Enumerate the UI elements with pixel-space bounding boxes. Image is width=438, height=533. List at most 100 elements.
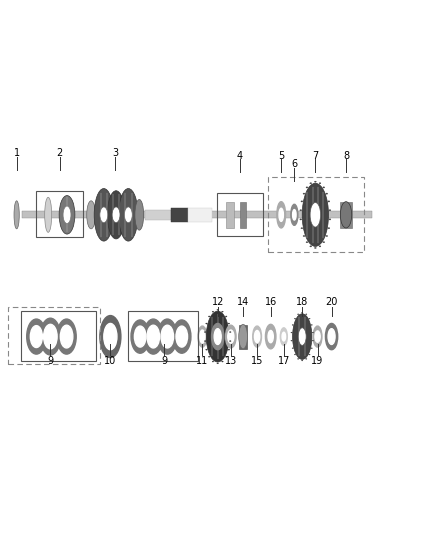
- Ellipse shape: [315, 331, 320, 342]
- Ellipse shape: [325, 324, 338, 350]
- Ellipse shape: [310, 183, 312, 184]
- Ellipse shape: [212, 324, 224, 350]
- Ellipse shape: [268, 330, 273, 343]
- Ellipse shape: [206, 323, 207, 324]
- Ellipse shape: [222, 311, 223, 312]
- Text: 15: 15: [251, 356, 263, 366]
- Ellipse shape: [100, 207, 108, 223]
- Bar: [239, 325, 247, 349]
- Ellipse shape: [208, 356, 210, 357]
- Ellipse shape: [328, 201, 330, 202]
- Text: 10: 10: [104, 356, 117, 366]
- Text: 9: 9: [161, 356, 167, 366]
- Ellipse shape: [59, 196, 75, 234]
- Ellipse shape: [300, 219, 302, 220]
- Ellipse shape: [329, 209, 331, 211]
- Text: 14: 14: [237, 297, 249, 308]
- Text: 7: 7: [312, 151, 318, 160]
- Ellipse shape: [309, 354, 310, 355]
- Text: 6: 6: [291, 159, 297, 169]
- Ellipse shape: [239, 324, 247, 349]
- Bar: [340, 201, 352, 228]
- Text: 3: 3: [112, 149, 118, 158]
- Ellipse shape: [228, 349, 230, 350]
- Ellipse shape: [326, 236, 328, 237]
- Ellipse shape: [293, 209, 296, 220]
- Ellipse shape: [329, 219, 331, 220]
- Ellipse shape: [294, 354, 296, 355]
- Text: 4: 4: [237, 151, 243, 160]
- Bar: [217, 193, 263, 236]
- Ellipse shape: [94, 189, 113, 241]
- Ellipse shape: [265, 324, 276, 349]
- Ellipse shape: [134, 326, 146, 347]
- Ellipse shape: [328, 228, 330, 229]
- Ellipse shape: [306, 241, 308, 243]
- Bar: [21, 311, 96, 361]
- Ellipse shape: [60, 325, 73, 348]
- Ellipse shape: [326, 193, 328, 194]
- Ellipse shape: [298, 328, 306, 345]
- Ellipse shape: [314, 247, 316, 248]
- Text: 8: 8: [343, 151, 349, 160]
- Ellipse shape: [301, 201, 303, 202]
- Bar: [171, 208, 188, 222]
- Ellipse shape: [44, 324, 57, 349]
- Ellipse shape: [14, 201, 19, 229]
- Ellipse shape: [104, 324, 117, 350]
- Ellipse shape: [277, 201, 286, 228]
- Ellipse shape: [63, 206, 71, 223]
- Text: 18: 18: [296, 297, 308, 308]
- Ellipse shape: [301, 228, 303, 229]
- Bar: [226, 201, 234, 228]
- Ellipse shape: [176, 326, 187, 347]
- Text: 12: 12: [212, 297, 224, 308]
- Ellipse shape: [302, 183, 328, 246]
- Ellipse shape: [119, 189, 138, 241]
- Ellipse shape: [292, 348, 293, 349]
- Text: 2: 2: [57, 149, 63, 158]
- Ellipse shape: [291, 340, 292, 341]
- Ellipse shape: [328, 329, 335, 344]
- Ellipse shape: [206, 311, 229, 362]
- Ellipse shape: [124, 207, 132, 223]
- Ellipse shape: [319, 183, 321, 184]
- Text: 11: 11: [196, 356, 208, 366]
- Bar: [268, 177, 364, 252]
- Ellipse shape: [310, 203, 321, 227]
- Ellipse shape: [306, 358, 307, 359]
- Ellipse shape: [217, 309, 219, 310]
- Bar: [8, 307, 100, 364]
- Ellipse shape: [306, 314, 307, 315]
- Ellipse shape: [301, 360, 303, 361]
- Ellipse shape: [161, 325, 173, 348]
- Ellipse shape: [30, 326, 42, 348]
- Ellipse shape: [303, 236, 305, 237]
- Text: 5: 5: [278, 151, 284, 160]
- Ellipse shape: [254, 330, 260, 343]
- Ellipse shape: [291, 332, 292, 333]
- Ellipse shape: [112, 207, 120, 223]
- Text: 16: 16: [265, 297, 277, 308]
- Text: 13: 13: [225, 356, 237, 366]
- Ellipse shape: [147, 325, 159, 348]
- Bar: [240, 202, 246, 228]
- Ellipse shape: [291, 204, 298, 225]
- Ellipse shape: [230, 332, 231, 333]
- Ellipse shape: [131, 320, 149, 353]
- Ellipse shape: [226, 325, 236, 348]
- Bar: [128, 311, 198, 361]
- Ellipse shape: [297, 358, 299, 359]
- Ellipse shape: [200, 330, 205, 343]
- Text: 1: 1: [14, 149, 20, 158]
- Ellipse shape: [312, 340, 314, 341]
- Ellipse shape: [294, 318, 296, 319]
- Text: 19: 19: [311, 356, 324, 366]
- Ellipse shape: [280, 328, 287, 345]
- Ellipse shape: [135, 199, 144, 230]
- Text: 20: 20: [325, 297, 338, 308]
- Ellipse shape: [313, 326, 322, 347]
- Ellipse shape: [144, 319, 163, 354]
- Ellipse shape: [340, 201, 352, 228]
- Ellipse shape: [40, 318, 60, 355]
